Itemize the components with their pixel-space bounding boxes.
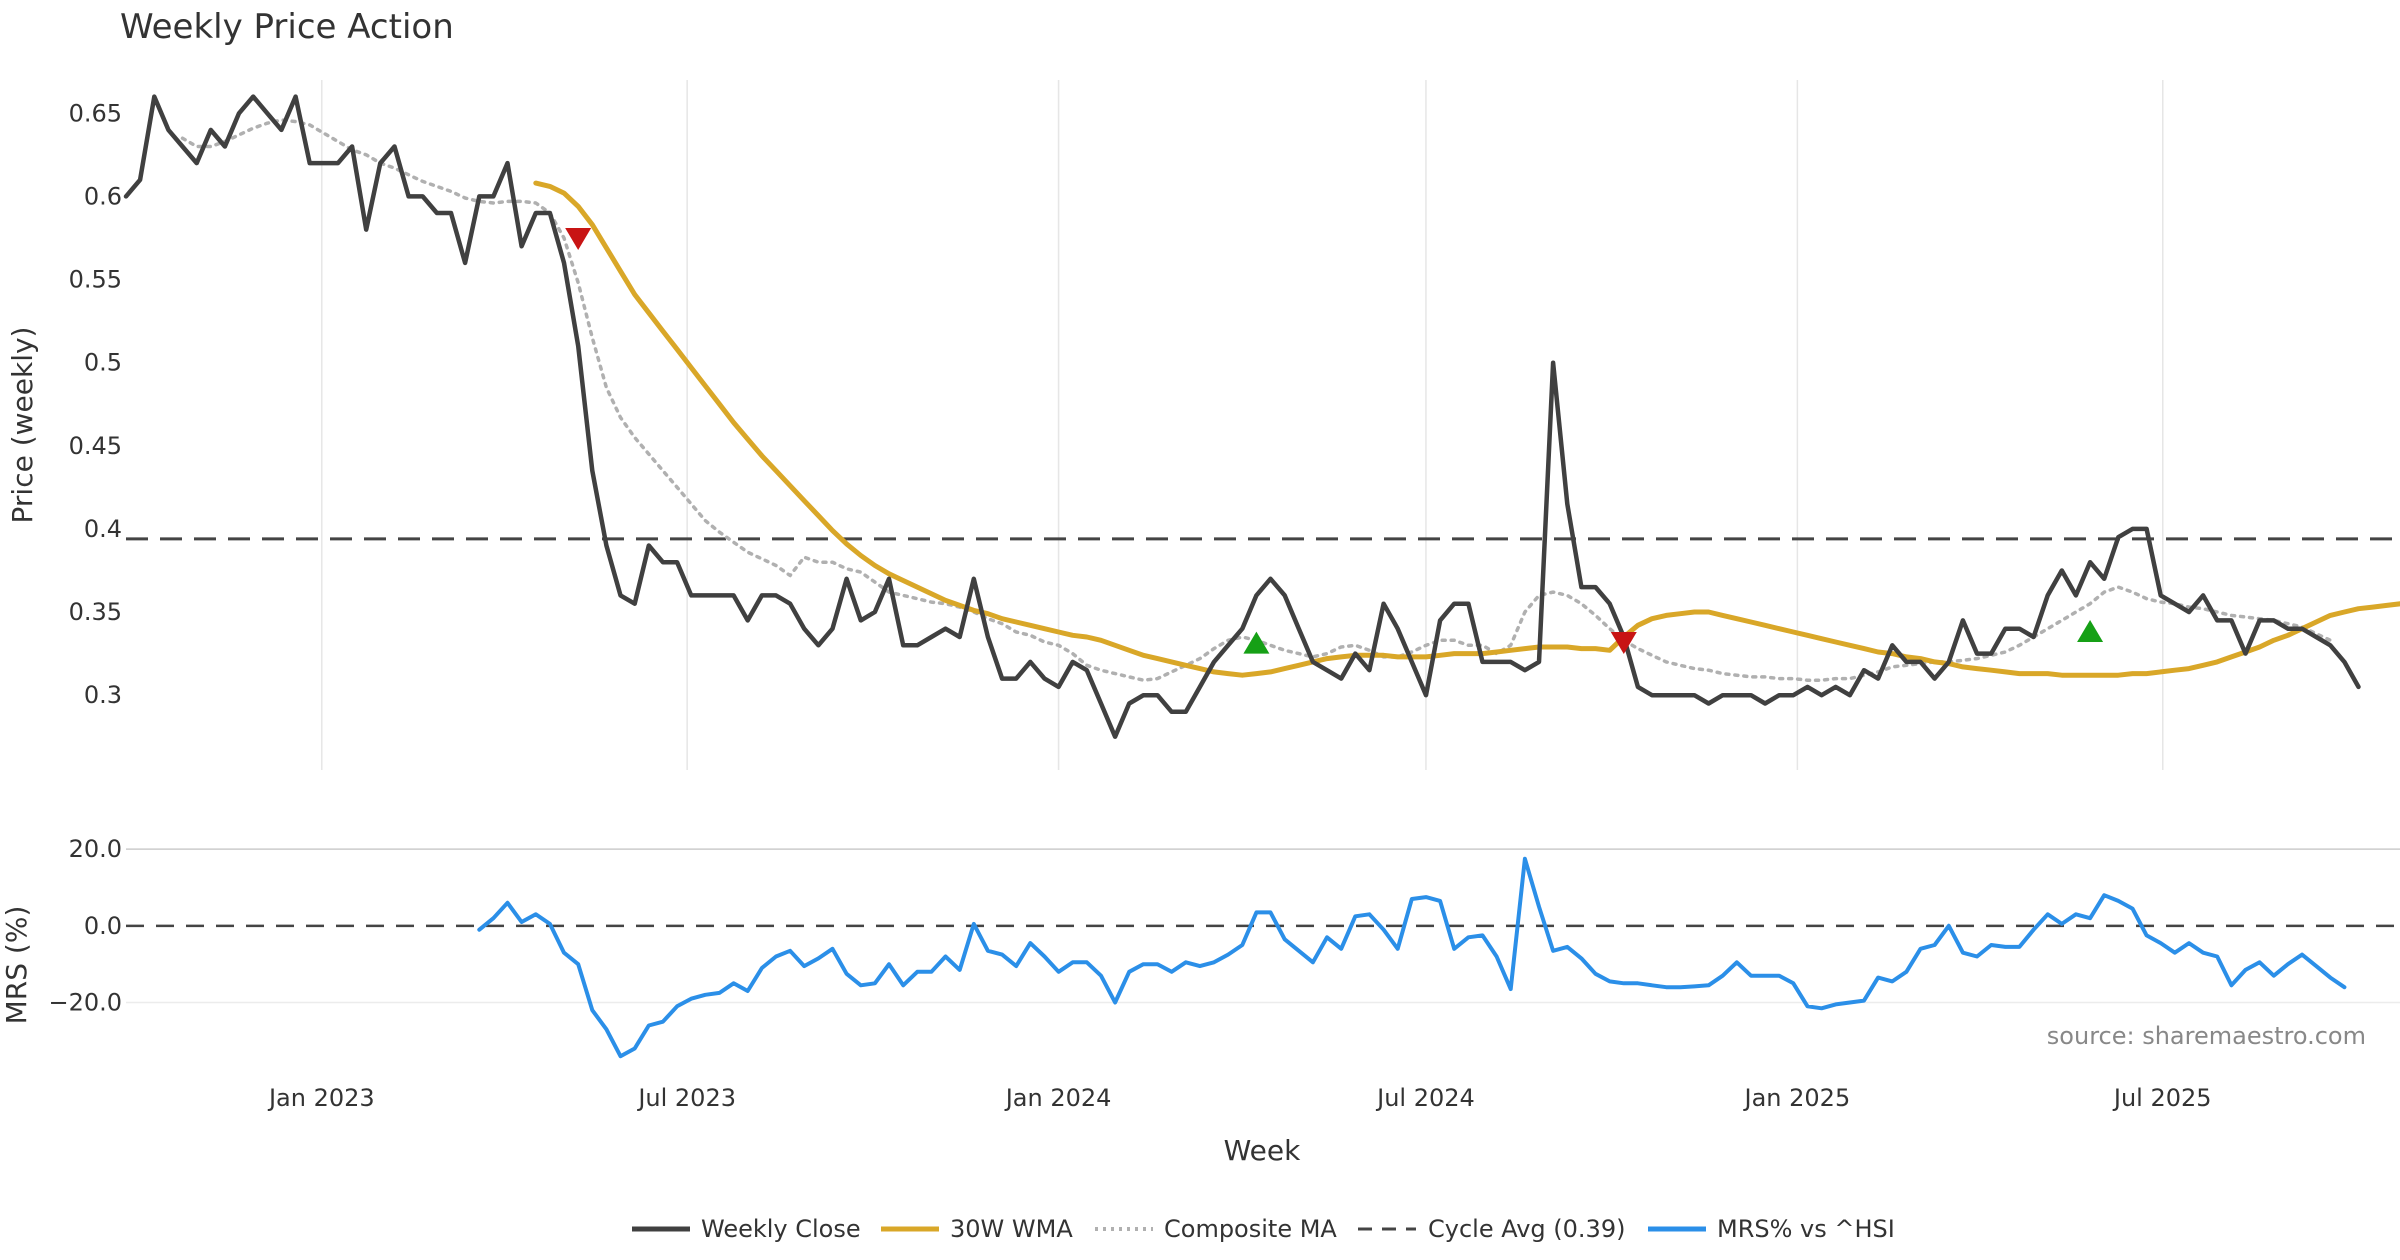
x-tick-label: Jul 2025 [2112,1084,2212,1112]
legend-item-cycle-avg: Cycle Avg (0.39) [1358,1215,1625,1243]
buy-signal-marker [1243,631,1270,654]
price-y-tick-label: 0.55 [69,266,122,294]
price-y-tick-label: 0.6 [84,182,122,210]
price-y-tick-label: 0.5 [84,349,122,377]
price-y-axis-title: Price (weekly) [6,327,39,524]
signals [565,227,2104,654]
legend-label-composite-ma: Composite MA [1164,1215,1337,1243]
buy-signal-marker [2077,620,2104,642]
legend: Weekly Close 30W WMA Composite MA Cycle … [632,1215,1895,1243]
legend-item-composite-ma: Composite MA [1095,1215,1337,1243]
legend-label-30w-wma: 30W WMA [950,1215,1073,1243]
sell-signal-marker [565,227,592,250]
x-tick-label: Jan 2024 [1004,1084,1112,1112]
legend-item-weekly-close: Weekly Close [632,1215,861,1243]
mrs-line [477,856,2347,1059]
x-tick-label: Jul 2024 [1375,1084,1475,1112]
legend-label-mrs: MRS% vs ^HSI [1717,1215,1895,1243]
x-tick-label: Jul 2023 [636,1084,736,1112]
price-y-tick-label: 0.4 [84,515,122,543]
wma-30w-line [533,180,2400,678]
legend-item-mrs: MRS% vs ^HSI [1648,1215,1895,1243]
mrs-y-axis-title: MRS (%) [0,906,33,1025]
mrs-y-tick-label: 20.0 [69,835,122,863]
x-axis-title: Week [1224,1134,1301,1167]
grid [126,80,2400,1004]
x-tick-label: Jan 2023 [267,1084,375,1112]
price-y-tick-label: 0.3 [84,681,122,709]
x-tick-label: Jan 2025 [1743,1084,1851,1112]
price-y-tick-label: 0.45 [69,432,122,460]
price-y-tick-label: 0.65 [69,99,122,127]
legend-label-weekly-close: Weekly Close [701,1215,861,1243]
sell-signal-marker [1610,631,1637,654]
mrs-y-tick-label: −20.0 [48,989,122,1017]
weekly-close-line [123,94,2361,739]
y-ticks: 0.3 0.35 0.4 0.45 0.5 0.55 0.6 0.65 20.0 0.0 −20.0 [48,99,122,1016]
source-note: source: sharemaestro.com [2047,1022,2366,1050]
x-ticks: Jan 2023 Jul 2023 Jan 2024 Jul 2024 Jan 2025… [267,1084,2212,1112]
chart-title: Weekly Price Action [120,7,454,47]
reference-lines [126,537,2400,928]
legend-item-30w-wma: 30W WMA [881,1215,1073,1243]
mrs-y-tick-label: 0.0 [84,912,122,940]
price-y-tick-label: 0.35 [69,598,122,626]
legend-label-cycle-avg: Cycle Avg (0.39) [1428,1215,1625,1243]
